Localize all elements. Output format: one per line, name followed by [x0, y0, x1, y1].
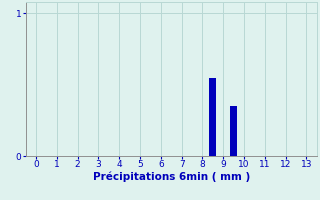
Bar	[230, 106, 237, 156]
X-axis label: Précipitations 6min ( mm ): Précipitations 6min ( mm )	[92, 172, 250, 182]
Bar	[209, 78, 216, 156]
